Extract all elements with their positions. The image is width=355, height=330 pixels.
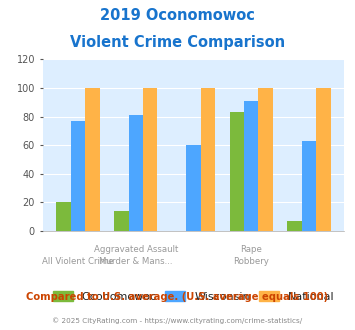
Bar	[316, 88, 331, 231]
Bar	[71, 121, 85, 231]
Bar	[85, 88, 100, 231]
Text: Murder & Mans...: Murder & Mans...	[99, 257, 173, 266]
Text: Aggravated Assault: Aggravated Assault	[93, 245, 178, 254]
Legend: Oconomowoc, Wisconsin, National: Oconomowoc, Wisconsin, National	[49, 288, 338, 306]
Text: Compared to U.S. average. (U.S. average equals 100): Compared to U.S. average. (U.S. average …	[26, 292, 329, 302]
Text: 2019 Oconomowoc: 2019 Oconomowoc	[100, 8, 255, 23]
Text: Robbery: Robbery	[233, 257, 269, 266]
Bar	[129, 115, 143, 231]
Text: Violent Crime Comparison: Violent Crime Comparison	[70, 35, 285, 50]
Bar	[302, 141, 316, 231]
Bar	[143, 88, 157, 231]
Bar	[201, 88, 215, 231]
Bar	[287, 221, 302, 231]
Bar	[258, 88, 273, 231]
Bar	[56, 202, 71, 231]
Text: © 2025 CityRating.com - https://www.cityrating.com/crime-statistics/: © 2025 CityRating.com - https://www.city…	[53, 317, 302, 324]
Text: All Violent Crime: All Violent Crime	[42, 257, 114, 266]
Text: Rape: Rape	[240, 245, 262, 254]
Bar	[114, 211, 129, 231]
Bar	[244, 101, 258, 231]
Bar	[186, 145, 201, 231]
Bar	[230, 112, 244, 231]
